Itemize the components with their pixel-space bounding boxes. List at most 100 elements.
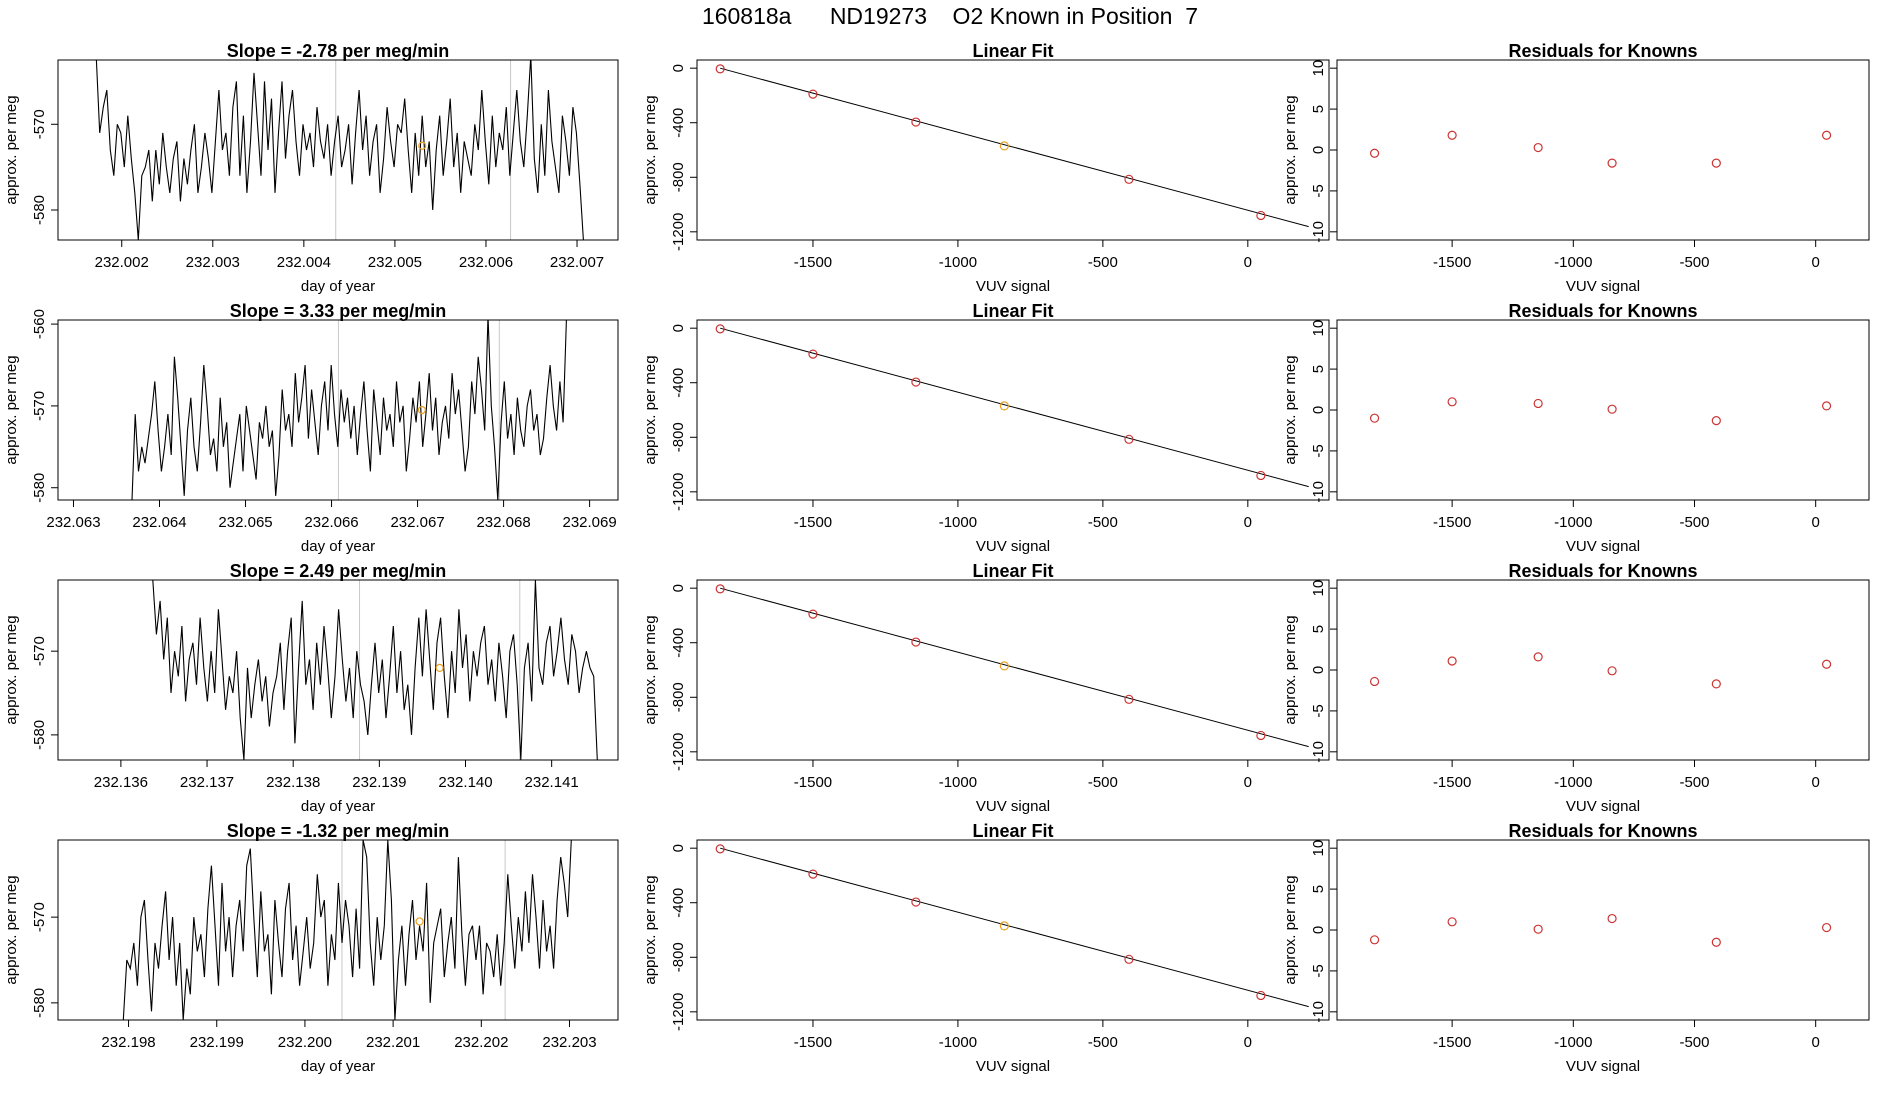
residuals-panel: Residuals for Knowns VUV signal approx. pe… <box>1282 41 1870 295</box>
linear-fit-point <box>715 64 725 74</box>
linear-fit-point <box>1256 990 1266 1001</box>
residual-point <box>1607 913 1617 924</box>
residuals-y-tick-label: -10 <box>1310 221 1327 243</box>
timeseries-plot-frame <box>57 59 619 241</box>
residuals-x-tick-label: -500 <box>1679 514 1709 531</box>
residual-point <box>1607 404 1617 414</box>
residuals-x-axis-label: VUV signal <box>1566 538 1640 555</box>
residuals-y-tick-label: 5 <box>1310 365 1327 373</box>
linear-fit-x-tick-label: -1500 <box>794 1034 832 1051</box>
linear-fit-title: Linear Fit <box>972 41 1053 61</box>
timeseries-highlight-point <box>435 663 444 673</box>
timeseries-line <box>122 840 572 1020</box>
residuals-y-tick-label: 10 <box>1310 60 1327 77</box>
residuals-y-tick-label: 0 <box>1310 406 1327 414</box>
residual-point <box>1711 158 1721 168</box>
linear-fit-x-tick-label: -1500 <box>794 514 832 531</box>
linear-fit-x-tick-label: -500 <box>1088 514 1118 531</box>
residuals-x-tick-label: -1000 <box>1554 514 1592 531</box>
residuals-x-tick-label: 0 <box>1812 1034 1820 1051</box>
timeseries-y-axis-label: approx. per meg <box>3 355 20 464</box>
linear-fit-y-tick-label: -1200 <box>670 473 687 511</box>
residuals-plot-frame <box>1336 319 1870 501</box>
timeseries-x-axis-label: day of year <box>301 798 375 815</box>
linear-fit-x-tick-label: 0 <box>1244 514 1252 531</box>
timeseries-x-tick-label: 232.138 <box>266 774 320 791</box>
linear-fit-point <box>1124 694 1134 704</box>
linear-fit-line <box>720 587 1309 748</box>
timeseries-x-tick-label: 232.066 <box>304 514 358 531</box>
residuals-x-tick-label: 0 <box>1812 774 1820 791</box>
linear-fit-x-tick-label: -1500 <box>794 774 832 791</box>
linear-fit-y-axis-label: approx. per meg <box>642 95 659 204</box>
linear-fit-highlight-point <box>999 141 1009 151</box>
residual-point <box>1533 924 1543 934</box>
timeseries-x-tick-label: 232.141 <box>525 774 579 791</box>
timeseries-x-tick-label: 232.200 <box>278 1034 332 1051</box>
timeseries-x-tick-label: 232.137 <box>180 774 234 791</box>
linear-fit-point <box>1256 210 1266 221</box>
residuals-y-tick-label: 10 <box>1310 840 1327 857</box>
residuals-y-axis-label: approx. per meg <box>1282 875 1299 984</box>
timeseries-x-tick-label: 232.003 <box>186 254 240 271</box>
timeseries-x-tick-label: 232.006 <box>459 254 513 271</box>
timeseries-x-tick-label: 232.139 <box>352 774 406 791</box>
linear-fit-point <box>911 637 921 647</box>
linear-fit-y-tick-label: -800 <box>670 162 687 192</box>
timeseries-title: Slope = -1.32 per meg/min <box>227 821 450 841</box>
timeseries-x-tick-label: 232.007 <box>550 254 604 271</box>
residuals-x-tick-label: -500 <box>1679 774 1709 791</box>
linear-fit-x-tick-label: 0 <box>1244 774 1252 791</box>
linear-fit-y-axis-label: approx. per meg <box>642 615 659 724</box>
linear-fit-point <box>1256 470 1266 481</box>
residuals-x-tick-label: -1000 <box>1554 774 1592 791</box>
linear-fit-panel: Linear Fit VUV signal approx. per meg -1500… <box>642 41 1330 295</box>
chart-row-4: Slope = -1.32 per meg/min day of year appr… <box>3 821 1870 1075</box>
residuals-y-axis-label: approx. per meg <box>1282 615 1299 724</box>
residuals-x-axis-label: VUV signal <box>1566 1058 1640 1075</box>
residuals-x-tick-label: -1000 <box>1554 1034 1592 1051</box>
residuals-y-tick-label: -10 <box>1310 1001 1327 1023</box>
timeseries-x-tick-label: 232.002 <box>95 254 149 271</box>
linear-fit-x-tick-label: -500 <box>1088 774 1118 791</box>
residual-point <box>1533 398 1543 409</box>
residuals-plot-frame <box>1336 839 1870 1021</box>
chart-row-1: Slope = -2.78 per meg/min day of year appr… <box>3 41 1870 295</box>
residual-point <box>1607 158 1617 168</box>
timeseries-x-tick-label: 232.198 <box>101 1034 155 1051</box>
residual-point <box>1821 922 1832 933</box>
timeseries-plot-frame <box>57 839 619 1021</box>
linear-fit-y-tick-label: 0 <box>670 64 687 72</box>
timeseries-y-tick-label: -580 <box>31 195 48 225</box>
residuals-x-tick-label: -500 <box>1679 254 1709 271</box>
residuals-y-tick-label: -5 <box>1310 964 1327 977</box>
linear-fit-plot-frame <box>696 839 1330 1021</box>
linear-fit-x-axis-label: VUV signal <box>976 798 1050 815</box>
linear-fit-x-tick-label: -1000 <box>939 254 977 271</box>
residual-point <box>1533 652 1543 662</box>
linear-fit-panel: Linear Fit VUV signal approx. per meg -1500… <box>642 821 1330 1075</box>
timeseries-x-axis-label: day of year <box>301 278 375 295</box>
linear-fit-y-tick-label: -800 <box>670 682 687 712</box>
residuals-x-axis-label: VUV signal <box>1566 798 1640 815</box>
timeseries-title: Slope = -2.78 per meg/min <box>227 41 450 61</box>
linear-fit-x-tick-label: 0 <box>1244 254 1252 271</box>
linear-fit-y-tick-label: 0 <box>670 584 687 592</box>
timeseries-y-axis-label: approx. per meg <box>3 875 20 984</box>
residuals-y-tick-label: 0 <box>1310 666 1327 674</box>
linear-fit-panel: Linear Fit VUV signal approx. per meg -1500… <box>642 301 1330 555</box>
linear-fit-y-axis-label: approx. per meg <box>642 875 659 984</box>
linear-fit-x-tick-label: 0 <box>1244 1034 1252 1051</box>
timeseries-y-tick-label: -580 <box>31 473 48 503</box>
linear-fit-point <box>1124 434 1134 444</box>
timeseries-title: Slope = 2.49 per meg/min <box>230 561 447 581</box>
linear-fit-y-tick-label: -800 <box>670 422 687 452</box>
residual-point <box>1607 666 1617 676</box>
residuals-y-tick-label: 0 <box>1310 146 1327 154</box>
linear-fit-point <box>808 869 818 879</box>
linear-fit-point <box>808 609 818 619</box>
residual-point <box>1369 148 1380 158</box>
timeseries-x-tick-label: 232.067 <box>390 514 444 531</box>
residuals-x-tick-label: 0 <box>1812 254 1820 271</box>
linear-fit-highlight-point <box>999 921 1009 931</box>
